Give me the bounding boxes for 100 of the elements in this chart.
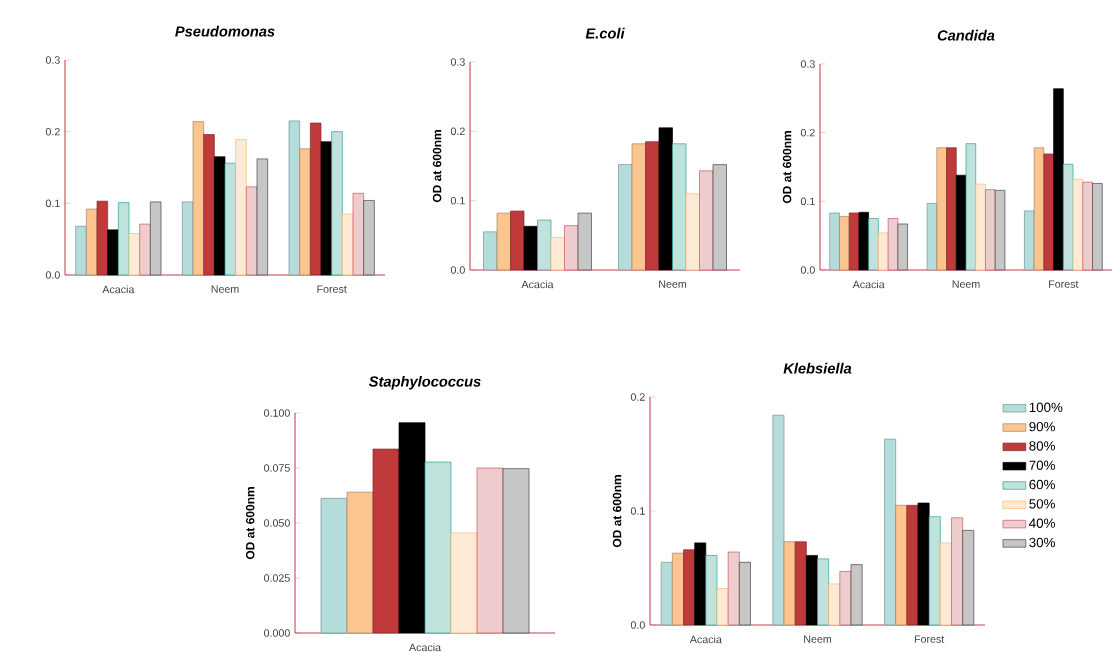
legend-label: 60% bbox=[1029, 479, 1055, 490]
x-tick-label: Acacia bbox=[102, 285, 135, 294]
bar bbox=[483, 231, 498, 271]
y-tick-label: 0.1 bbox=[450, 196, 465, 205]
bar bbox=[817, 558, 830, 626]
bar bbox=[672, 143, 687, 271]
bar bbox=[794, 541, 807, 626]
y-tick-label: 0.000 bbox=[264, 629, 290, 637]
bar bbox=[1072, 179, 1084, 271]
bar bbox=[192, 121, 205, 276]
bar bbox=[424, 461, 452, 634]
bar bbox=[839, 571, 852, 626]
y-tick-label: 0.0 bbox=[630, 621, 645, 629]
y-tick-label: 0.100 bbox=[264, 409, 290, 417]
bar bbox=[884, 438, 897, 626]
bar bbox=[699, 170, 714, 271]
chart-title: Staphylococcus bbox=[368, 375, 481, 390]
bar bbox=[450, 532, 478, 634]
bar bbox=[631, 143, 646, 271]
bar bbox=[118, 202, 130, 276]
x-tick-label: Neem bbox=[952, 280, 980, 288]
bar bbox=[352, 192, 365, 276]
bar bbox=[878, 232, 889, 271]
bar bbox=[496, 212, 511, 271]
x-tick-label: Forest bbox=[317, 285, 347, 293]
y-tick-label: 0.3 bbox=[800, 60, 815, 68]
y-tick-label: 0.050 bbox=[264, 519, 290, 527]
bar bbox=[235, 139, 247, 276]
bar bbox=[858, 211, 870, 271]
bar bbox=[839, 216, 850, 271]
bar bbox=[672, 552, 684, 626]
x-tick-label: Forest bbox=[914, 635, 945, 643]
bar bbox=[128, 233, 141, 276]
bar bbox=[331, 131, 343, 276]
y-tick-label: 0.075 bbox=[264, 464, 290, 472]
bar bbox=[906, 504, 919, 626]
bar bbox=[256, 158, 269, 276]
bar bbox=[926, 203, 938, 271]
bar bbox=[772, 414, 785, 626]
bar bbox=[182, 201, 194, 276]
x-tick-label: Neem bbox=[804, 635, 832, 643]
bar bbox=[850, 564, 863, 626]
bar bbox=[203, 134, 215, 276]
bar bbox=[564, 225, 579, 271]
y-tick-label: 0.0 bbox=[45, 271, 60, 279]
chart-title: Klebsiella bbox=[783, 362, 852, 374]
y-tick-label: 0.1 bbox=[630, 507, 645, 515]
chart-title: Candida bbox=[937, 29, 995, 41]
bar bbox=[299, 148, 311, 276]
bar bbox=[320, 141, 333, 276]
x-tick-label: Neem bbox=[659, 280, 687, 288]
bar bbox=[510, 210, 525, 271]
y-tick-label: 0.2 bbox=[450, 127, 465, 136]
bar bbox=[975, 183, 986, 271]
bar bbox=[829, 212, 840, 271]
bar bbox=[805, 555, 818, 626]
y-tick-label: 0.025 bbox=[264, 574, 290, 582]
x-tick-label: Neem bbox=[211, 285, 239, 293]
chart-title: E.coli bbox=[585, 27, 625, 39]
bar bbox=[476, 467, 504, 634]
bar bbox=[738, 561, 751, 626]
bar bbox=[139, 223, 151, 276]
legend-label: 90% bbox=[1029, 421, 1055, 432]
y-tick-label: 0.2 bbox=[800, 128, 815, 137]
bar bbox=[712, 164, 727, 271]
x-tick-label: Acacia bbox=[689, 635, 722, 644]
bar bbox=[897, 223, 908, 271]
legend-label: 80% bbox=[1029, 441, 1055, 451]
bar bbox=[946, 147, 957, 271]
bar bbox=[951, 517, 963, 626]
legend-label: 100% bbox=[1029, 402, 1063, 413]
bar bbox=[523, 225, 538, 271]
bar bbox=[1033, 147, 1045, 271]
chart-title: Pseudomonas bbox=[175, 25, 275, 37]
bar bbox=[828, 583, 841, 626]
bar bbox=[309, 122, 322, 276]
x-tick-label: Acacia bbox=[521, 280, 554, 289]
bar bbox=[96, 200, 109, 276]
y-tick-label: 0.1 bbox=[800, 197, 815, 206]
bar bbox=[320, 498, 348, 634]
bar bbox=[928, 516, 941, 626]
bar bbox=[502, 468, 530, 634]
x-tick-label: Forest bbox=[1049, 280, 1079, 288]
y-axis-title: OD at 600nm bbox=[612, 475, 622, 548]
y-tick-label: 0.3 bbox=[45, 56, 60, 64]
y-axis-title: OD at 600nm bbox=[245, 487, 255, 560]
bar bbox=[550, 237, 565, 271]
bar bbox=[372, 448, 400, 634]
bar bbox=[962, 530, 975, 626]
bar bbox=[658, 127, 673, 271]
bar bbox=[341, 213, 354, 276]
bar bbox=[1062, 163, 1074, 271]
bar bbox=[939, 542, 952, 626]
legend-label: 70% bbox=[1029, 460, 1055, 470]
y-tick-label: 0.0 bbox=[450, 266, 465, 274]
y-tick-label: 0.1 bbox=[45, 199, 60, 208]
x-tick-label: Acacia bbox=[852, 280, 885, 289]
bar bbox=[1092, 183, 1103, 271]
bar bbox=[727, 551, 740, 626]
bar bbox=[887, 218, 899, 271]
